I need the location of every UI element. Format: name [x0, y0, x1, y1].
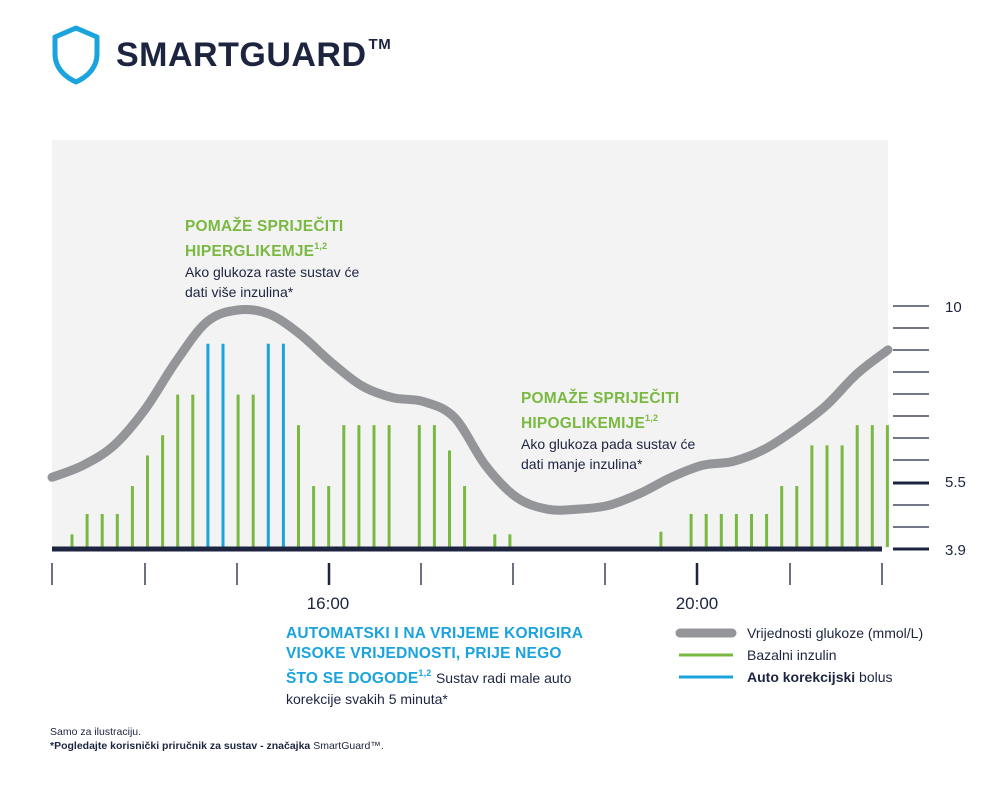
- shield-icon: [52, 25, 100, 85]
- legend-item-bolus: Auto korekcijski bolus: [675, 666, 923, 688]
- footnote: Samo za ilustraciju. *Pogledajte korisni…: [50, 725, 384, 753]
- legend-item-basal: Bazalni inzulin: [675, 644, 923, 666]
- legend-label-bolus: Auto korekcijski bolus: [747, 669, 893, 685]
- legend-label-basal: Bazalni inzulin: [747, 647, 837, 663]
- smartguard-logo: SMARTGUARD TM: [50, 24, 391, 86]
- auto-correction-annotation: AUTOMATSKI I NA VRIJEME KORIGIRA VISOKE …: [286, 624, 583, 709]
- y-tick-label-10: 10: [945, 299, 962, 316]
- bolus-bars: [206, 343, 285, 547]
- auto-title-line1: AUTOMATSKI I NA VRIJEME KORIGIRA: [286, 625, 584, 642]
- hypo-annotation: POMAŽE SPRIJEČITI HIPOGLIKEMIJE1,2 Ako g…: [521, 389, 695, 474]
- y-tick-label-5-5: 5.5: [945, 474, 966, 491]
- x-tick-label-1600: 16:00: [307, 594, 350, 613]
- x-axis-ticks: [51, 563, 883, 585]
- auto-body-inline: Sustav radi male auto: [435, 670, 572, 687]
- x-tick-label-2000: 20:00: [676, 594, 719, 613]
- footnote-line2: *Pogledajte korisnički priručnik za sust…: [50, 740, 384, 752]
- hyper-body: Ako glukoza raste sustav će dati više in…: [185, 264, 360, 301]
- hyper-title: POMAŽE SPRIJEČITI HIPERGLIKEMJE1,2: [185, 218, 344, 261]
- footnote-line1: Samo za ilustraciju.: [50, 726, 142, 738]
- auto-title-line3: ŠTO SE DOGODE1,2: [286, 668, 432, 688]
- hypo-title: POMAŽE SPRIJEČITI HIPOGLIKEMIJE1,2: [521, 390, 680, 433]
- y-axis-ticks: [893, 305, 929, 551]
- y-tick-label-3-9: 3.9: [945, 542, 966, 559]
- basal-bars: [70, 394, 889, 547]
- logo-text: SMARTGUARD TM: [116, 35, 392, 74]
- legend-label-glucose: Vrijednosti glukoze (mmol/L): [747, 625, 924, 641]
- glucose-curve: [47, 304, 893, 515]
- auto-body-line2: korekcije svakih 5 minuta*: [286, 691, 448, 708]
- legend: Vrijednosti glukoze (mmol/L) Bazalni inz…: [675, 622, 923, 688]
- legend-item-glucose: Vrijednosti glukoze (mmol/L): [675, 622, 923, 644]
- auto-title-line2: VISOKE VRIJEDNOSTI, PRIJE NEGO: [286, 645, 562, 662]
- hypo-body: Ako glukoza pada sustav će dati manje in…: [521, 436, 696, 473]
- hyper-annotation: POMAŽE SPRIJEČITI HIPERGLIKEMJE1,2 Ako g…: [185, 217, 359, 302]
